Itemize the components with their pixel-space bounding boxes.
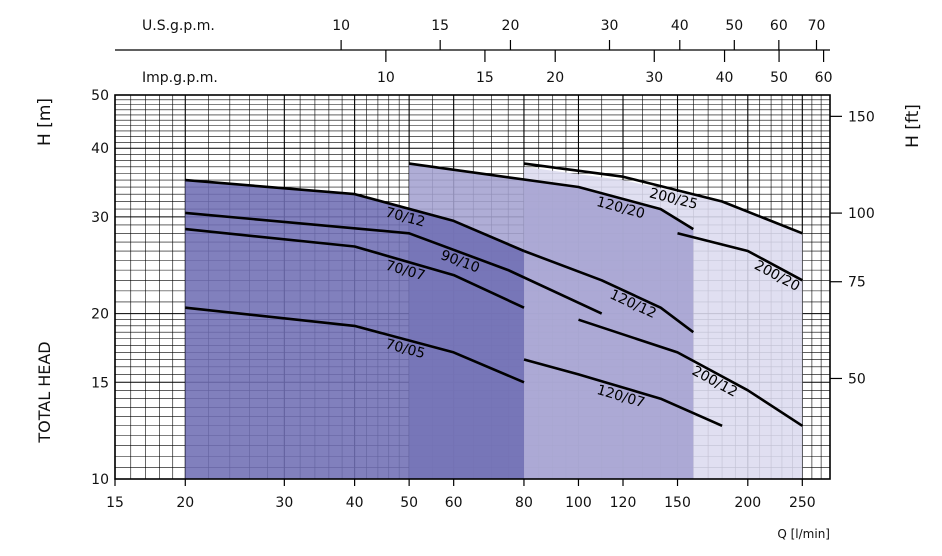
x-tick-label: 120 bbox=[610, 495, 637, 511]
x-tick-label: 80 bbox=[515, 495, 533, 511]
impgpm-tick-label: 10 bbox=[377, 70, 395, 86]
curve-70-05 bbox=[185, 306, 525, 384]
pump-curves bbox=[185, 162, 804, 427]
curve-120-07 bbox=[523, 358, 723, 427]
x-tick-label: 15 bbox=[106, 495, 124, 511]
x-tick-label: 50 bbox=[400, 495, 418, 511]
x-tick-label: 40 bbox=[346, 495, 364, 511]
x-axis-label: Q [l/min] bbox=[777, 527, 830, 541]
impgpm-tick-label: 30 bbox=[645, 70, 663, 86]
y-axis-ticks-m: 10 15 20 30 40 50 bbox=[91, 88, 109, 488]
usgpm-tick-label: 40 bbox=[671, 18, 689, 34]
curve-70-07 bbox=[185, 227, 525, 309]
plot-border bbox=[114, 94, 831, 480]
ft-tick-label: 50 bbox=[848, 371, 866, 387]
x-tick-label: 30 bbox=[275, 495, 293, 511]
y-tick-label: 10 bbox=[91, 472, 109, 488]
coverage-regions bbox=[185, 163, 803, 480]
top-gpm-axes: 10 15 20 30 40 50 60 70 10 15 20 30 40 50 60 bbox=[115, 18, 833, 86]
usgpm-tick-label: 15 bbox=[431, 18, 449, 34]
x-tick-label: 100 bbox=[565, 495, 592, 511]
x-tick-label: 200 bbox=[734, 495, 761, 511]
impgpm-tick-label: 15 bbox=[476, 70, 494, 86]
y-tick-label: 15 bbox=[91, 375, 109, 391]
x-axis-ticks: 15 20 30 40 50 60 80 100 120 150 200 250 bbox=[106, 479, 816, 511]
usgpm-tick-label: 10 bbox=[332, 18, 350, 34]
curve-200-25 bbox=[523, 162, 803, 235]
usgpm-axis-label: U.S.g.p.m. bbox=[142, 18, 215, 34]
y-tick-label: 20 bbox=[91, 307, 109, 323]
impgpm-tick-label: 40 bbox=[716, 70, 734, 86]
x-tick-label: 20 bbox=[176, 495, 194, 511]
y-axis-ticks-ft: 50 75 100 150 bbox=[830, 109, 875, 387]
x-tick-label: 150 bbox=[664, 495, 691, 511]
curve-70-12 bbox=[185, 178, 525, 253]
curve-120-20 bbox=[408, 162, 694, 231]
usgpm-tick-label: 30 bbox=[601, 18, 619, 34]
usgpm-tick-label: 50 bbox=[725, 18, 743, 34]
x-tick-label: 250 bbox=[789, 495, 816, 511]
usgpm-tick-label: 60 bbox=[770, 18, 788, 34]
curve-120-12 bbox=[523, 249, 695, 334]
plot-frame bbox=[114, 94, 831, 480]
ft-tick-label: 150 bbox=[848, 109, 875, 125]
y-tick-label: 50 bbox=[91, 88, 109, 104]
usgpm-tick-label: 70 bbox=[808, 18, 826, 34]
region-70 bbox=[185, 180, 524, 479]
total-head-label: TOTAL HEAD bbox=[35, 341, 54, 443]
impgpm-axis-label: Imp.g.p.m. bbox=[142, 70, 218, 86]
usgpm-tick-label: 20 bbox=[502, 18, 520, 34]
y-axis-label-m: H [m] bbox=[35, 98, 55, 146]
y-tick-label: 40 bbox=[91, 141, 109, 157]
curve-90-10 bbox=[185, 211, 603, 315]
ft-tick-label: 75 bbox=[848, 275, 866, 291]
ft-tick-label: 100 bbox=[848, 206, 875, 222]
curve-200-12 bbox=[578, 318, 804, 427]
impgpm-tick-label: 60 bbox=[815, 70, 833, 86]
y-tick-label: 30 bbox=[91, 210, 109, 226]
impgpm-tick-label: 20 bbox=[546, 70, 564, 86]
curve-200-20 bbox=[677, 232, 803, 282]
y-axis-label-ft: H [ft] bbox=[903, 104, 923, 148]
x-tick-label: 60 bbox=[445, 495, 463, 511]
impgpm-tick-label: 50 bbox=[770, 70, 788, 86]
